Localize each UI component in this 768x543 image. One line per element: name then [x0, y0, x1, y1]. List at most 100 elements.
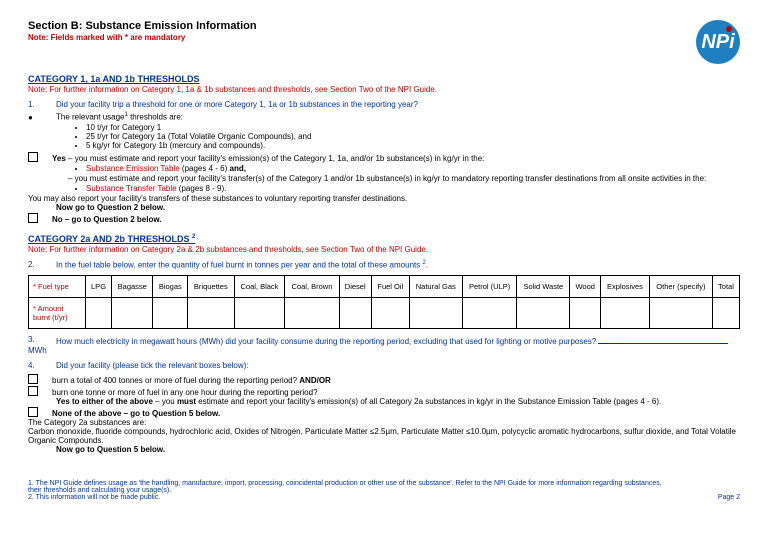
col-wood: Wood [570, 276, 601, 298]
cell[interactable] [153, 298, 188, 329]
npi-logo: NPi [696, 20, 740, 64]
q3-input[interactable] [598, 335, 728, 344]
q4yes-must: must [177, 397, 196, 406]
yes-option[interactable]: Yes – you must estimate and report your … [28, 151, 740, 163]
cat1-heading: CATEGORY 1, 1a AND 1b THRESHOLDS [28, 74, 740, 84]
q4-num: 4. [28, 361, 56, 370]
stt-sublist: Substance Transfer Table (pages 8 - 9). [68, 184, 740, 193]
col-petrol: Petrol (ULP) [462, 276, 517, 298]
mandatory-note: Note: Fields marked with * are mandatory [28, 33, 257, 42]
table-amount-row: * Amount burnt (t/yr) [29, 298, 740, 329]
cell[interactable] [601, 298, 650, 329]
yes-text: – you must estimate and report your faci… [66, 154, 485, 163]
cell[interactable] [339, 298, 371, 329]
q4yes-lead: Yes to either of the above [56, 397, 153, 406]
now-go-2: Now go to Question 2 below. [56, 203, 740, 212]
cell[interactable] [517, 298, 570, 329]
cell[interactable] [649, 298, 712, 329]
col-other: Other (specify) [649, 276, 712, 298]
col-total: Total [712, 276, 739, 298]
question-3: 3.How much electricity in megawatt hours… [28, 335, 740, 355]
col-diesel: Diesel [339, 276, 371, 298]
footnote-1: 1. The NPI Guide defines usage as 'the h… [28, 480, 668, 494]
q4b-text: burn one tonne or more of fuel in any on… [52, 388, 318, 397]
cat2-heading-text: CATEGORY 2a AND 2b THRESHOLDS [28, 234, 192, 244]
q1-text: Did your facility trip a threshold for o… [56, 100, 418, 109]
q4-yes: Yes to either of the above – you must es… [56, 397, 740, 406]
logo-dot-icon [726, 26, 732, 32]
no-option[interactable]: No – go to Question 2 below. [28, 212, 740, 224]
checkbox-icon[interactable] [28, 374, 38, 384]
cell[interactable] [86, 298, 112, 329]
q4yes-body: – you [153, 397, 177, 406]
threshold-1: 10 t/yr for Category 1 [86, 123, 740, 132]
now-go-5: Now go to Question 5 below. [56, 445, 740, 454]
relevant-intro: The relevant usage [56, 113, 125, 122]
and-text: and, [230, 164, 246, 173]
cell[interactable] [462, 298, 517, 329]
question-1: 1.Did your facility trip a threshold for… [28, 100, 740, 109]
checkbox-icon[interactable] [28, 152, 38, 162]
cat1-note: Note: For further information on Categor… [28, 85, 740, 94]
relevant-thresholds: ●The relevant usage1 thresholds are: [28, 112, 740, 122]
amount-label: * Amount burnt (t/yr) [29, 298, 86, 329]
cell[interactable] [570, 298, 601, 329]
cell[interactable] [188, 298, 234, 329]
cell[interactable] [712, 298, 739, 329]
col-natural-gas: Natural Gas [409, 276, 462, 298]
relevant-tail: thresholds are: [128, 113, 183, 122]
stt-pages: (pages 8 - 9). [177, 184, 227, 193]
q4-option-none[interactable]: None of the above – go to Question 5 bel… [28, 406, 740, 418]
q1-num: 1. [28, 100, 56, 109]
q2-text: In the fuel table below, enter the quant… [56, 260, 422, 269]
question-4: 4.Did your facility (please tick the rel… [28, 361, 740, 370]
fuel-table: * Fuel type LPG Bagasse Biogas Briquette… [28, 275, 740, 329]
question-2: 2.In the fuel table below, enter the qua… [28, 260, 740, 270]
col-coal-black: Coal, Black [234, 276, 285, 298]
no-text: No – go to Question 2 below. [52, 215, 161, 224]
set-link: Substance Emission Table [86, 164, 180, 173]
cell[interactable] [409, 298, 462, 329]
threshold-2: 25 t/yr for Category 1a (Total Volatile … [86, 132, 740, 141]
set-pages: (pages 4 - 6) [180, 164, 230, 173]
q4a-text: burn a total of 400 tonnes or more of fu… [52, 376, 299, 385]
q3-unit: MWh [28, 346, 47, 355]
col-briquettes: Briquettes [188, 276, 234, 298]
cat2-heading-sup: 2 [192, 234, 195, 240]
col-explosives: Explosives [601, 276, 650, 298]
table-header-row: * Fuel type LPG Bagasse Biogas Briquette… [29, 276, 740, 298]
q4-option-a[interactable]: burn a total of 400 tonnes or more of fu… [28, 373, 740, 385]
col-biogas: Biogas [153, 276, 188, 298]
col-fuel-oil: Fuel Oil [371, 276, 409, 298]
q4-text: Did your facility (please tick the relev… [56, 361, 249, 370]
yes-sublist: Substance Emission Table (pages 4 - 6) a… [68, 164, 740, 173]
q2-tail: . [426, 260, 428, 269]
q4yes-tail: estimate and report your facility's emis… [196, 397, 661, 406]
col-solid-waste: Solid Waste [517, 276, 570, 298]
checkbox-icon[interactable] [28, 407, 38, 417]
transfer-text: – you must estimate and report your faci… [68, 174, 740, 183]
col-lpg: LPG [86, 276, 112, 298]
q4-option-b[interactable]: burn one tonne or more of fuel in any on… [28, 385, 740, 397]
checkbox-icon[interactable] [28, 213, 38, 223]
fuel-type-label: * Fuel type [29, 276, 86, 298]
q2-num: 2. [28, 260, 56, 269]
cat2-heading: CATEGORY 2a AND 2b THRESHOLDS 2 [28, 234, 740, 244]
q4a-and: AND/OR [299, 376, 331, 385]
checkbox-icon[interactable] [28, 386, 38, 396]
stt-line: Substance Transfer Table (pages 8 - 9). [86, 184, 740, 193]
q3-text: How much electricity in megawatt hours (… [56, 337, 598, 346]
logo-text: NPi [701, 31, 734, 54]
also-report: You may also report your facility's tran… [28, 194, 740, 203]
cell[interactable] [112, 298, 153, 329]
stt-link: Substance Transfer Table [86, 184, 177, 193]
col-bagasse: Bagasse [112, 276, 153, 298]
threshold-list: 10 t/yr for Category 1 25 t/yr for Categ… [68, 123, 740, 150]
cell[interactable] [234, 298, 285, 329]
q4none-text: None of the above – go to Question 5 bel… [52, 409, 220, 418]
cell[interactable] [285, 298, 339, 329]
cell[interactable] [371, 298, 409, 329]
col-coal-brown: Coal, Brown [285, 276, 339, 298]
page-title: Section B: Substance Emission Informatio… [28, 20, 257, 32]
cat2a-intro: The Category 2a substances are: [28, 418, 740, 427]
